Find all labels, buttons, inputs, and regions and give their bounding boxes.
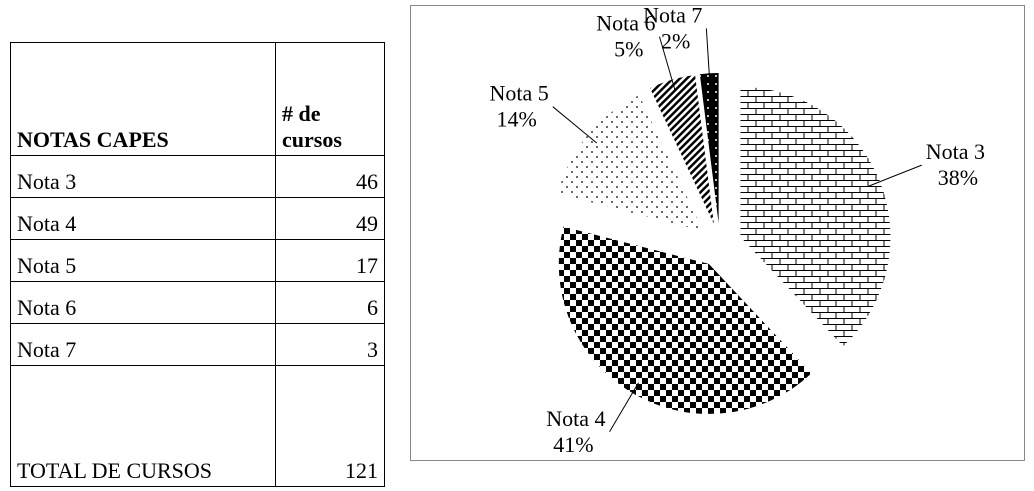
table-cell: Nota 4 bbox=[10, 197, 276, 240]
slice-value-label: 2% bbox=[661, 28, 690, 53]
slice-label: Nota 7 bbox=[643, 2, 702, 27]
table-cell: Nota 7 bbox=[10, 323, 276, 366]
slice-value-label: 41% bbox=[553, 432, 593, 457]
header-cell: # de cursos bbox=[275, 42, 385, 156]
slice-label: Nota 3 bbox=[926, 139, 985, 164]
pie-slice bbox=[558, 226, 812, 414]
slice-label: Nota 5 bbox=[490, 81, 549, 106]
chart-frame bbox=[410, 5, 1025, 461]
table-cell: 17 bbox=[275, 239, 385, 282]
leader-line bbox=[868, 164, 922, 187]
pie-slice bbox=[740, 86, 891, 347]
slice-value-label: 14% bbox=[496, 107, 536, 132]
table-cell: TOTAL DE CURSOS bbox=[10, 365, 276, 487]
table-cell: Nota 6 bbox=[10, 281, 276, 324]
slice-value-label: 38% bbox=[938, 165, 978, 190]
data-table: NOTAS CAPES # de cursos Nota 3 46 Nota 4 49… bbox=[10, 42, 385, 487]
table-cell: 3 bbox=[275, 323, 385, 366]
table-cell: 121 bbox=[275, 365, 385, 487]
slice-value-label: 5% bbox=[614, 37, 643, 62]
leader-line bbox=[609, 382, 639, 433]
table-cell: Nota 5 bbox=[10, 239, 276, 282]
pie-slice bbox=[699, 73, 719, 224]
header-cell: NOTAS CAPES bbox=[10, 42, 276, 156]
table-row: Nota 3 46 bbox=[10, 155, 385, 198]
table-cell: Nota 3 bbox=[10, 155, 276, 198]
leader-line bbox=[705, 28, 711, 86]
slice-label: Nota 4 bbox=[546, 406, 605, 431]
table-row: Nota 4 49 bbox=[10, 197, 385, 240]
pie-slice bbox=[649, 75, 714, 224]
pie-slice bbox=[557, 95, 704, 231]
table-cell: 46 bbox=[275, 155, 385, 198]
table-cell: 49 bbox=[275, 197, 385, 240]
table-row: Nota 5 17 bbox=[10, 239, 385, 282]
slice-label: Nota 6 bbox=[596, 11, 655, 36]
table-row: TOTAL DE CURSOS 121 bbox=[10, 365, 385, 487]
leader-line bbox=[658, 36, 676, 92]
table-cell: 6 bbox=[275, 281, 385, 324]
header-row: NOTAS CAPES # de cursos bbox=[10, 42, 385, 156]
leader-line bbox=[552, 106, 598, 144]
